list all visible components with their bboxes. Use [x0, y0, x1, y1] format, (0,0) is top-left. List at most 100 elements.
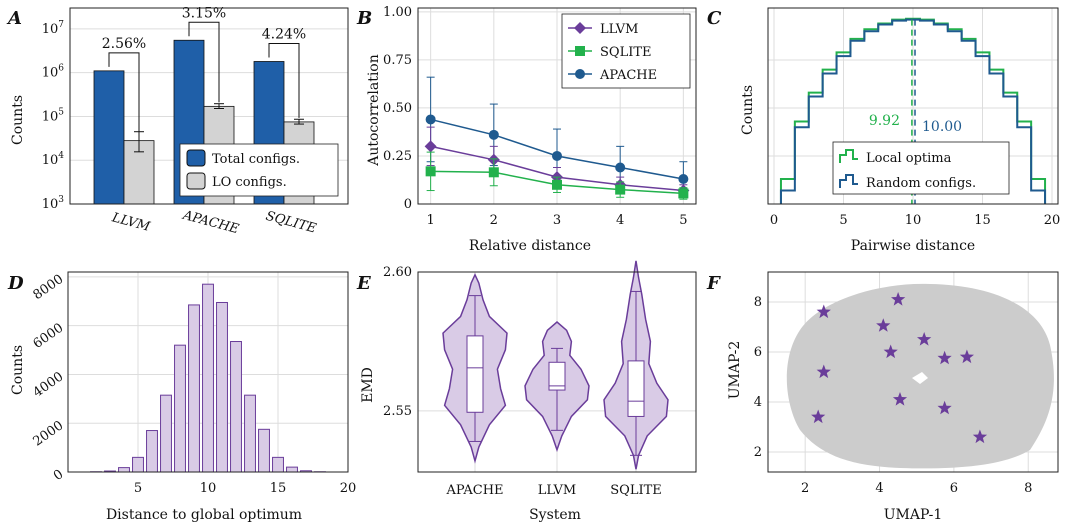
star-point — [811, 409, 826, 424]
panel-letter-e: E — [356, 273, 371, 294]
panel-letter-b: B — [356, 8, 372, 29]
bracket-apache — [188, 21, 220, 103]
panel-a-legend-box — [179, 143, 339, 197]
hist-bar — [216, 301, 228, 473]
box-apache — [466, 335, 484, 413]
panel-d-frame — [67, 271, 349, 473]
bracket-llvm — [108, 52, 140, 137]
star-point — [892, 392, 908, 406]
legend-step-random — [839, 174, 858, 188]
hist-bar — [202, 283, 214, 473]
panel-c-xtick: 20 — [1044, 213, 1061, 228]
panel-b-frame — [417, 7, 697, 205]
panel-a-ytick: 103 — [42, 195, 65, 212]
point-apache — [488, 129, 499, 140]
panel-b-legend: LLVM SQLITE APACHE — [561, 13, 691, 89]
panel-d-ytick: 2000 — [31, 418, 67, 449]
panel-a-frame — [69, 7, 349, 205]
legend-label-local: Local optima — [866, 151, 952, 166]
legend-label-llvm: LLVM — [600, 22, 638, 37]
panel-b-ytick: 0.25 — [383, 149, 412, 164]
annotation-pct-apache: 3.15% — [182, 5, 226, 21]
legend-step-local — [839, 149, 858, 163]
panel-f-ytick: 8 — [754, 295, 762, 310]
hist-bar — [118, 467, 130, 473]
panel-e-xtick: LLVM — [538, 483, 576, 498]
panel-b-ytick: 0.75 — [383, 53, 412, 68]
panel-d-xtick: 5 — [134, 481, 142, 496]
panel-d: D Counts Distance to global optimum 0 200… — [7, 271, 356, 523]
panel-b-ytick: 1.00 — [383, 5, 412, 20]
hist-bar — [132, 456, 144, 473]
point-apache — [425, 114, 436, 125]
panel-b-ytick: 0.50 — [383, 101, 412, 116]
panel-f-frame — [767, 271, 1059, 473]
bar-total-llvm — [93, 70, 125, 205]
step-random — [779, 18, 1047, 204]
hist-bar — [230, 341, 242, 473]
star-point — [816, 364, 831, 379]
panel-e-frame — [417, 271, 697, 473]
panel-f-xtick: 2 — [801, 481, 809, 496]
star-point — [972, 429, 988, 444]
panel-c-xtick: 15 — [974, 213, 991, 228]
panel-letter-c: C — [707, 8, 722, 29]
box-sqlite — [627, 360, 645, 417]
panel-a-ylabel: Counts — [10, 95, 26, 145]
point-apache — [552, 150, 562, 161]
legend-label-apache: APACHE — [599, 68, 657, 83]
legend-label-random: Random configs. — [866, 176, 976, 191]
legend-marker-llvm — [574, 22, 586, 34]
panel-letter-d: D — [7, 273, 24, 294]
umap-cloud-hole — [912, 372, 928, 384]
panel-f: F UMAP-2 UMAP-1 2 2 4 4 6 6 8 8 — [706, 271, 1059, 523]
panel-c-frame — [767, 7, 1059, 205]
star-point — [883, 344, 898, 359]
panel-letter-a: A — [6, 8, 22, 29]
panel-d-ylabel: Counts — [10, 345, 26, 395]
hist-bar — [272, 456, 284, 473]
legend-marker-sqlite — [575, 46, 585, 56]
point-sqlite — [488, 167, 499, 178]
panel-b-xtick: 2 — [490, 213, 498, 228]
panel-f-ytick: 4 — [754, 395, 762, 410]
panel-f-xlabel: UMAP-1 — [884, 507, 943, 523]
legend-label-sqlite: SQLITE — [600, 45, 652, 60]
panel-b-xtick: 5 — [679, 213, 687, 228]
panel-c-xtick: 5 — [839, 213, 847, 228]
panel-b-xlabel: Relative distance — [469, 238, 591, 254]
panel-a-xtick: SQLITE — [264, 209, 318, 237]
panel-c-xtick: 10 — [905, 213, 922, 228]
panel-c-legend-box — [832, 141, 1010, 195]
panel-f-ytick: 2 — [754, 445, 762, 460]
point-apache — [678, 174, 689, 185]
hist-bar — [244, 394, 256, 473]
panel-b-ytick: 0 — [404, 197, 412, 212]
panel-d-xtick: 15 — [270, 481, 287, 496]
panel-b: B Autocorrelation Relative distance 0 0.2… — [356, 5, 697, 254]
hist-bar — [160, 394, 172, 473]
hist-bar — [174, 344, 186, 473]
star-point — [937, 400, 952, 415]
panel-d-xlabel: Distance to global optimum — [106, 507, 302, 523]
panel-b-xtick: 1 — [426, 213, 434, 228]
panel-f-xtick: 8 — [1024, 481, 1032, 496]
star-point — [937, 350, 952, 365]
panel-b-ylabel: Autocorrelation — [366, 54, 382, 167]
legend-marker-apache — [575, 69, 585, 79]
panel-e-xtick: SQLITE — [610, 483, 662, 498]
panel-d-ytick: 4000 — [31, 369, 67, 400]
hist-bar — [146, 430, 158, 473]
panel-d-ytick: 6000 — [31, 321, 67, 352]
panel-d-xtick: 10 — [200, 481, 217, 496]
panel-e-ylabel: EMD — [360, 367, 376, 403]
panel-e-xtick: APACHE — [445, 483, 503, 498]
panel-e-ytick: 2.60 — [383, 265, 412, 280]
panel-a-ytick: 105 — [42, 107, 65, 124]
panel-a-ytick: 104 — [42, 151, 65, 168]
panel-c-legend: Local optima Random configs. — [832, 141, 1010, 195]
panel-a-ytick: 106 — [42, 64, 65, 81]
legend-label-lo: LO configs. — [212, 175, 287, 190]
panel-f-xtick: 4 — [875, 481, 883, 496]
